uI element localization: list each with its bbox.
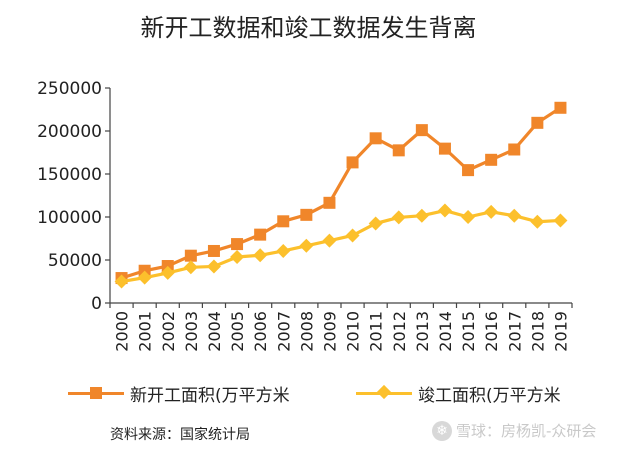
data-point-completions: [230, 249, 245, 264]
data-point-new_starts: [300, 208, 313, 221]
data-point-completions: [484, 204, 499, 219]
series-line-completions: [121, 208, 561, 284]
data-point-completions: [368, 216, 383, 231]
data-point-completions: [461, 210, 476, 224]
data-point-new_starts: [508, 143, 521, 156]
legend-swatch-new-starts: [68, 383, 124, 403]
square-marker-icon: [90, 387, 102, 399]
data-point-completions: [530, 214, 545, 229]
data-point-completions: [137, 270, 152, 285]
data-point-completions: [253, 248, 268, 263]
data-point-completions: [276, 243, 291, 258]
y-tick-label: 50000: [48, 251, 102, 271]
data-point-new_starts: [415, 124, 428, 137]
data-point-new_starts: [462, 164, 475, 177]
data-point-new_starts: [207, 244, 220, 257]
data-point-completions: [414, 208, 429, 223]
x-tick-label: 2010: [344, 311, 363, 352]
data-point-completions: [391, 210, 406, 225]
data-point-new_starts: [346, 156, 359, 169]
diamond-marker-icon: [376, 384, 392, 400]
x-tick-label: 2014: [436, 311, 455, 352]
chart-title: 新开工数据和竣工数据发生背离: [140, 14, 477, 42]
legend-label-completions: 竣工面积(万平方米: [418, 385, 561, 406]
data-point-completions: [507, 208, 522, 223]
data-point-new_starts: [231, 238, 244, 251]
x-tick-label: 2016: [482, 311, 501, 352]
y-tick-label: 200000: [37, 122, 102, 142]
data-point-completions: [114, 274, 129, 289]
data-point-completions: [160, 265, 175, 280]
x-tick-label: 2007: [274, 311, 293, 352]
data-point-completions: [345, 228, 360, 243]
data-point-new_starts: [485, 153, 498, 166]
y-tick-label: 100000: [37, 208, 102, 228]
x-tick-label: 2015: [459, 311, 478, 352]
data-point-new_starts: [438, 142, 451, 155]
legend-item-new-starts: 新开工面积(万平方米: [68, 378, 290, 408]
x-tick-label: 2001: [136, 311, 155, 352]
data-point-new_starts: [554, 101, 567, 114]
data-point-new_starts: [277, 215, 290, 228]
snowball-logo-icon: ❄: [432, 420, 452, 441]
data-point-new_starts: [392, 144, 405, 157]
legend-swatch-completions: [356, 383, 412, 403]
data-point-completions: [437, 203, 452, 218]
y-tick-label: 0: [91, 294, 102, 314]
data-point-completions: [183, 260, 198, 275]
x-tick-label: 2002: [159, 311, 178, 352]
y-tick-label: 250000: [37, 79, 102, 99]
data-point-new_starts: [323, 196, 336, 209]
data-point-new_starts: [254, 228, 267, 241]
x-tick-label: 2018: [528, 311, 547, 352]
data-point-new_starts: [184, 249, 197, 262]
x-tick-label: 2011: [367, 311, 386, 352]
data-point-completions: [553, 213, 568, 228]
legend-item-completions: 竣工面积(万平方米: [356, 378, 561, 408]
data-point-completions: [322, 233, 337, 248]
x-tick-label: 2006: [251, 311, 270, 352]
x-tick-label: 2000: [113, 311, 132, 352]
y-tick-label: 150000: [37, 165, 102, 185]
x-tick-label: 2009: [320, 311, 339, 352]
x-tick-label: 2013: [413, 311, 432, 352]
watermark-text: 雪球：房杨凯-众研会: [456, 422, 597, 440]
data-point-completions: [299, 238, 314, 253]
data-point-completions: [206, 259, 221, 274]
x-tick-label: 2003: [182, 311, 201, 352]
data-point-new_starts: [369, 132, 382, 145]
legend-label-new-starts: 新开工面积(万平方米: [130, 385, 290, 406]
x-tick-label: 2005: [228, 311, 247, 352]
x-tick-label: 2017: [505, 311, 524, 352]
x-tick-label: 2012: [390, 311, 409, 352]
x-tick-label: 2019: [551, 311, 570, 352]
watermark: ❄ 雪球：房杨凯-众研会: [432, 420, 596, 441]
source-note: 资料来源：国家统计局: [110, 427, 250, 443]
x-tick-label: 2004: [205, 311, 224, 352]
data-point-new_starts: [531, 116, 544, 129]
x-tick-label: 2008: [297, 311, 316, 352]
